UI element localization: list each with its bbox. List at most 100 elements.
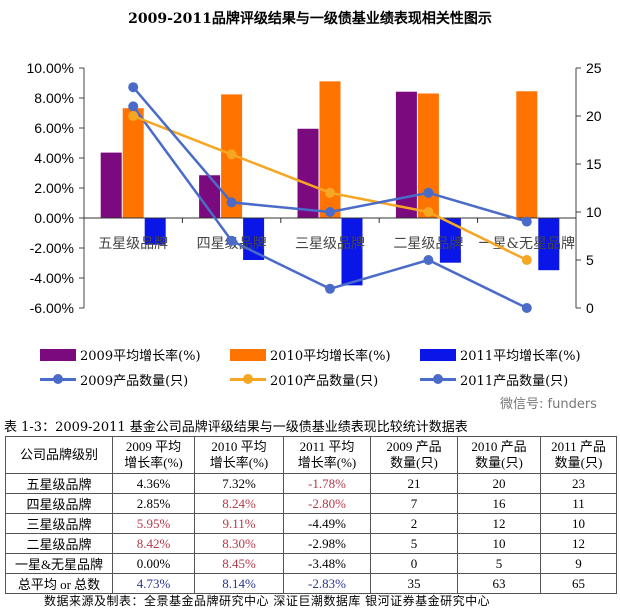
line-point bbox=[128, 101, 139, 112]
header-line: 2009 产品 bbox=[386, 439, 442, 454]
right-tick-label: 5 bbox=[586, 252, 594, 268]
bar-1 bbox=[319, 81, 341, 218]
column-header: 2009 平均 增长率(%) bbox=[112, 436, 195, 474]
table-cell: 12 bbox=[540, 533, 617, 554]
header-line: 增长率(%) bbox=[209, 455, 269, 470]
table-cell: 8.14% bbox=[194, 573, 284, 594]
table-footer: 数据来源及制表：全景基金品牌研究中心 深证巨潮数据库 银河证券基金研究中心 bbox=[44, 594, 491, 608]
legend-label: 2011平均增长率(%) bbox=[460, 349, 581, 364]
category-label: 五星级品牌 bbox=[98, 235, 168, 252]
line-point bbox=[423, 255, 434, 265]
table-cell: 2 bbox=[370, 513, 458, 534]
table-cell: 11 bbox=[540, 493, 617, 514]
bar-2 bbox=[341, 218, 363, 286]
table-row: 二星级品牌 8.42% 8.30% -2.98% 5 10 12 bbox=[5, 533, 617, 554]
right-tick-label: 20 bbox=[586, 108, 602, 124]
right-tick-label: 10 bbox=[586, 204, 602, 220]
table-cell: 23 bbox=[540, 473, 617, 494]
table-cell: 5.95% bbox=[112, 513, 195, 534]
table-row: 三星级品牌 5.95% 9.11% -4.49% 2 12 10 bbox=[5, 513, 617, 534]
right-tick-label: 25 bbox=[586, 60, 602, 76]
line-point bbox=[325, 187, 335, 198]
table-cell: 8.45% bbox=[194, 553, 284, 574]
table-cell: 2.85% bbox=[112, 493, 195, 514]
legend-swatch bbox=[40, 348, 76, 361]
table-cell: 三星级品牌 bbox=[5, 513, 113, 534]
chart: 10.00% 8.00% 6.00% 4.00% 2.00% 0.00% -2.00% -4.… bbox=[27, 60, 602, 316]
line-point bbox=[423, 207, 434, 217]
chart-title: 2009-2011品牌评级结果与一级债基业绩表现相关性图示 bbox=[128, 11, 492, 27]
table-row: 五星级品牌 4.36% 7.32% -1.78% 21 20 23 bbox=[5, 473, 617, 494]
header-line: 数量(只) bbox=[554, 455, 603, 470]
table-cell: 五星级品牌 bbox=[5, 473, 113, 494]
category-label: 三星级品牌 bbox=[295, 235, 365, 252]
header-line: 2011 产品 bbox=[551, 439, 606, 454]
column-header: 2011 平均 增长率(%) bbox=[283, 436, 371, 474]
table-cell: 一星&无星品牌 bbox=[5, 553, 113, 574]
table-cell: 35 bbox=[370, 573, 458, 594]
line-point bbox=[325, 283, 335, 294]
bar-0 bbox=[395, 91, 417, 218]
category-label: 二星级品牌 bbox=[393, 235, 463, 252]
table-cell: 二星级品牌 bbox=[5, 533, 113, 554]
table-cell: 12 bbox=[457, 513, 541, 534]
table-cell: 65 bbox=[540, 573, 617, 594]
legend-bar-2011: 2011平均增长率(%) bbox=[420, 345, 581, 364]
bar-1 bbox=[516, 91, 538, 218]
legend-label: 2011产品数量(只) bbox=[460, 374, 569, 389]
legend-line-icon bbox=[420, 374, 456, 384]
bar-1 bbox=[122, 108, 144, 218]
column-header: 2010 平均 增长率(%) bbox=[194, 436, 284, 474]
right-tick-label: 15 bbox=[586, 156, 602, 172]
legend-swatch bbox=[420, 348, 456, 361]
header-line: 数量(只) bbox=[390, 455, 438, 470]
table-cell: -2.98% bbox=[283, 533, 371, 554]
column-header: 2010 产品 数量(只) bbox=[457, 436, 541, 474]
bar-2 bbox=[538, 218, 560, 271]
left-tick-label: 8.00% bbox=[34, 90, 74, 106]
table-caption: 表 1-3：2009-2011 基金公司品牌评级结果与一级债基业绩表现比较统计数… bbox=[4, 420, 468, 435]
table-cell: 四星级品牌 bbox=[5, 493, 113, 514]
column-header: 2009 产品 数量(只) bbox=[370, 436, 458, 474]
legend-line-2010: 2010产品数量(只) bbox=[230, 370, 378, 389]
watermark: 微信号: funders bbox=[500, 397, 597, 412]
header-line: 数量(只) bbox=[475, 455, 523, 470]
bar-0 bbox=[297, 128, 319, 218]
legend-label: 2009平均增长率(%) bbox=[80, 349, 201, 364]
legend-label: 2010平均增长率(%) bbox=[270, 349, 391, 364]
table-header-row: 公司品牌级别 2009 平均 增长率(%) 2010 平均 增长率(%) 2011 平均增… bbox=[5, 436, 617, 474]
line-point bbox=[521, 216, 532, 227]
table-cell: 10 bbox=[540, 513, 617, 534]
line-point bbox=[521, 255, 532, 265]
legend-bar-2009: 2009平均增长率(%) bbox=[40, 345, 201, 364]
line-point bbox=[423, 187, 434, 198]
table-cell: 8.24% bbox=[194, 493, 284, 514]
table-cell: -3.48% bbox=[283, 553, 371, 574]
header-line: 增长率(%) bbox=[297, 455, 357, 470]
table-cell: 0 bbox=[370, 553, 458, 574]
header-line: 2011 平均 bbox=[299, 439, 355, 454]
column-header: 2011 产品 数量(只) bbox=[540, 436, 617, 474]
legend-bar-2010: 2010平均增长率(%) bbox=[230, 345, 391, 364]
header-line: 公司品牌级别 bbox=[19, 447, 98, 462]
table-cell: 0.00% bbox=[112, 553, 195, 574]
column-header: 公司品牌级别 bbox=[5, 436, 113, 474]
table-cell: 4.36% bbox=[112, 473, 195, 494]
table-cell: 7 bbox=[370, 493, 458, 514]
line-point bbox=[226, 197, 237, 208]
header-line: 2010 产品 bbox=[471, 439, 527, 454]
table-cell: 4.73% bbox=[112, 573, 195, 594]
legend-line-2011: 2011产品数量(只) bbox=[420, 370, 568, 389]
left-tick-label: -4.00% bbox=[30, 270, 74, 286]
table-cell: 8.42% bbox=[112, 533, 195, 554]
table-cell: 9 bbox=[540, 553, 617, 574]
left-tick-label: 10.00% bbox=[27, 60, 74, 76]
table-row: 总平均 or 总数 4.73% 8.14% -2.83% 35 63 65 bbox=[5, 573, 617, 594]
table-cell: 21 bbox=[370, 473, 458, 494]
table-cell: 5 bbox=[370, 533, 458, 554]
left-tick-label: 4.00% bbox=[34, 150, 74, 166]
left-tick-label: 0.00% bbox=[34, 210, 74, 226]
legend-swatch bbox=[230, 348, 266, 361]
legend-line-2009: 2009产品数量(只) bbox=[40, 370, 188, 389]
left-tick-label: 2.00% bbox=[34, 180, 74, 196]
